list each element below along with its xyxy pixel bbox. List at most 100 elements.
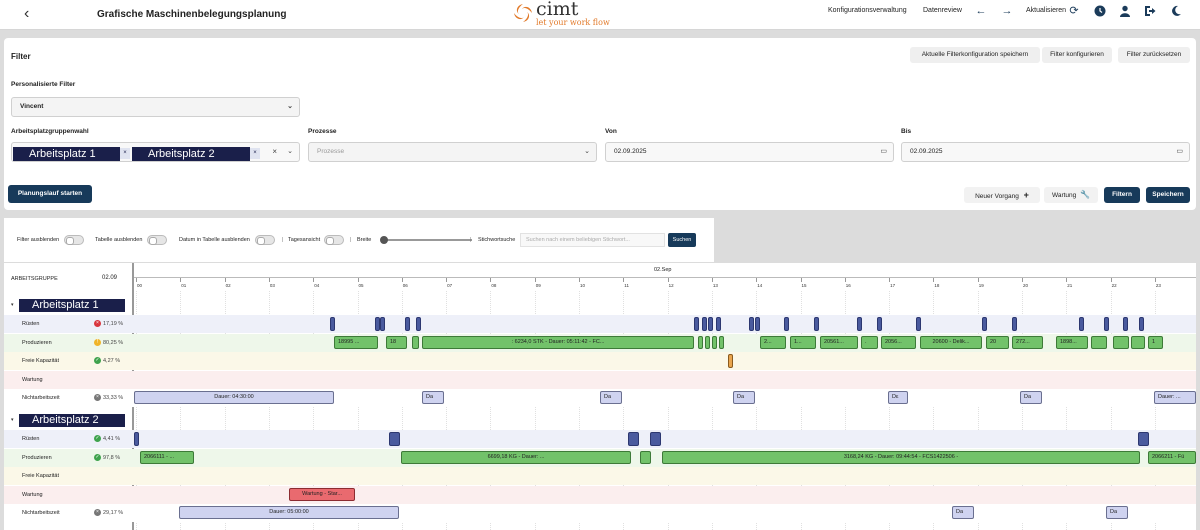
setup-bar[interactable] [749,317,754,331]
clock-icon[interactable] [1092,3,1108,19]
configure-filter-button[interactable]: Filter konfigurieren [1042,47,1112,63]
refresh-icon[interactable]: ⟳ [1069,5,1079,17]
non-working-bar[interactable]: Da [952,506,974,520]
setup-bar[interactable] [330,317,335,331]
production-bar[interactable]: . [861,335,878,349]
setup-bar[interactable] [702,317,707,331]
setup-bar[interactable] [1123,317,1128,331]
non-working-bar[interactable]: Da [1020,391,1042,405]
production-bar[interactable] [719,335,724,349]
config-management-link[interactable]: Konfigurationsverwaltung [828,7,907,14]
production-bar[interactable]: 20561... [820,335,858,349]
production-bar[interactable] [705,335,710,349]
setup-bar[interactable] [755,317,760,331]
save-button[interactable]: Speichern [1146,187,1190,203]
day-view-toggle[interactable] [324,235,344,245]
production-bar[interactable]: 2066211 - Fü [1148,450,1196,464]
arrow-right-icon[interactable]: → [1001,5,1013,17]
setup-bar[interactable] [916,317,921,331]
non-working-bar[interactable]: Da [600,391,622,405]
production-bar[interactable]: 20 [986,335,1009,349]
production-bar[interactable] [1113,335,1129,349]
production-bar[interactable]: 272... [1012,335,1043,349]
setup-bar[interactable] [1138,432,1149,446]
production-bar[interactable]: 18 [386,335,407,349]
production-bar[interactable]: 6699,18 KG - Dauer: ... [401,450,631,464]
production-bar[interactable] [698,335,703,349]
non-working-bar[interactable]: Dε [888,391,908,405]
process-select[interactable]: Prozesse ⌄ [308,142,597,162]
production-bar[interactable]: 2... [760,335,786,349]
production-bar[interactable]: 1... [790,335,816,349]
production-bar[interactable]: 18995 ... [334,335,378,349]
production-bar[interactable] [712,335,717,349]
remove-tag-x-icon[interactable]: × [250,148,260,159]
logout-icon[interactable] [1142,3,1158,19]
width-slider-track[interactable] [384,239,472,241]
to-date-input[interactable]: 02.09.2025 ▭ [901,142,1190,162]
setup-bar[interactable] [1104,317,1109,331]
free-capacity-bar[interactable] [728,354,733,369]
setup-bar[interactable] [1139,317,1144,331]
calendar-icon[interactable]: ▭ [880,148,887,155]
maintenance-bar[interactable]: Wartung - Star... [289,487,355,501]
setup-bar[interactable] [134,432,139,446]
start-planning-button[interactable]: Planungslauf starten [8,185,92,203]
setup-bar[interactable] [650,432,661,446]
production-bar[interactable] [1131,335,1145,349]
search-button[interactable]: Suchen [668,233,696,247]
setup-bar[interactable] [389,432,400,446]
setup-bar[interactable] [708,317,713,331]
from-date-input[interactable]: 02.09.2025 ▭ [605,142,894,162]
production-bar[interactable]: 1 [1148,335,1163,349]
production-bar[interactable]: 2066111 - ... [140,450,194,464]
hide-date-toggle[interactable] [255,235,275,245]
production-bar[interactable]: : 6234,0 STK - Dauer: 05:11:42 - FC... [422,335,694,349]
non-working-bar[interactable]: Dauer: 04:30:00 [134,391,334,405]
setup-bar[interactable] [1012,317,1017,331]
production-bar[interactable]: 3168,24 KG - Dauer: 09:44:54 - FCS142250… [662,450,1140,464]
back-chevron-icon[interactable]: ‹ [24,5,30,22]
caret-down-icon[interactable]: ▾ [11,302,14,308]
refresh-link[interactable]: Aktualisieren [1026,7,1067,14]
hide-table-toggle[interactable] [147,235,167,245]
non-working-bar[interactable]: Da [422,391,444,405]
remove-tag-x-icon[interactable]: × [120,148,130,159]
filter-button[interactable]: Filtern [1104,187,1140,203]
production-bar[interactable]: 1898... [1056,335,1088,349]
non-working-bar[interactable]: Da [1106,506,1128,520]
setup-bar[interactable] [784,317,789,331]
user-icon[interactable] [1117,3,1133,19]
setup-bar[interactable] [405,317,410,331]
setup-bar[interactable] [380,317,385,331]
personal-filter-select[interactable]: Vincent ⌄ [11,97,300,117]
setup-bar[interactable] [1079,317,1084,331]
dark-mode-moon-icon[interactable] [1168,3,1184,19]
setup-bar[interactable] [694,317,699,331]
hide-filter-toggle[interactable] [64,235,84,245]
clear-x-icon[interactable]: × [272,147,277,156]
setup-bar[interactable] [416,317,421,331]
setup-bar[interactable] [716,317,721,331]
production-bar[interactable]: 20600 - Delik... [920,335,982,349]
reset-filter-button[interactable]: Filter zurücksetzen [1118,47,1190,63]
setup-bar[interactable] [982,317,987,331]
arrow-left-icon[interactable]: ← [975,5,987,17]
data-review-link[interactable]: Datenreview [923,7,962,14]
production-bar[interactable]: 2056... [881,335,916,349]
non-working-bar[interactable]: Dauer: ... [1154,391,1196,405]
width-slider-handle[interactable] [380,236,388,244]
non-working-bar[interactable]: Da [733,391,755,405]
setup-bar[interactable] [814,317,819,331]
new-process-button[interactable]: Neuer Vorgang + [964,187,1040,203]
production-bar[interactable] [412,335,419,349]
setup-bar[interactable] [877,317,882,331]
setup-bar[interactable] [857,317,862,331]
production-bar[interactable] [640,450,651,464]
keyword-search-input[interactable] [520,233,665,247]
setup-bar[interactable] [375,317,380,331]
calendar-icon[interactable]: ▭ [1176,148,1183,155]
maintenance-button[interactable]: Wartung 🔧 [1044,187,1098,203]
save-filter-config-button[interactable]: Aktuelle Filterkonfiguration speichern [910,47,1040,63]
setup-bar[interactable] [628,432,639,446]
